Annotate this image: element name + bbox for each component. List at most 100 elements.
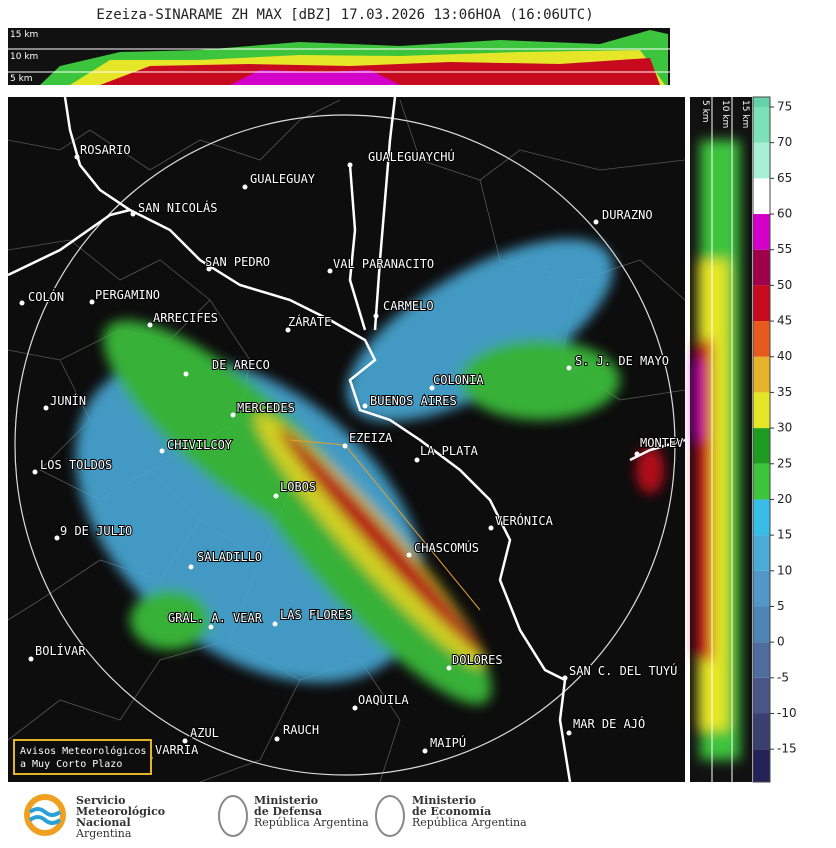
- colorbar-tick-label: -5: [777, 670, 789, 684]
- city-label: MERCEDES: [237, 401, 295, 415]
- colorbar-tick-label: 0: [777, 635, 785, 649]
- city-dot: [74, 154, 80, 160]
- city-label: ARRECIFES: [153, 311, 218, 325]
- notice-text: a Muy Corto Plazo: [20, 759, 122, 770]
- colorbar-tick-label: 40: [777, 349, 792, 363]
- city-label: AZUL: [190, 726, 219, 740]
- city-label: RAUCH: [283, 723, 319, 737]
- city-label: CHIVILCOY: [167, 438, 233, 452]
- city-dot: [242, 184, 248, 190]
- colorbar-band: [753, 713, 770, 750]
- city-label: BUENOS AIRES: [370, 394, 457, 408]
- city-dot: [406, 552, 412, 558]
- city-dot: [230, 412, 236, 418]
- colorbar-tick-label: -15: [777, 742, 797, 756]
- colorbar-tick-label: 25: [777, 456, 792, 470]
- logo-text: de Economía: [412, 805, 491, 818]
- logo-text: Nacional: [76, 816, 131, 829]
- city-dot: [272, 621, 278, 627]
- colorbar-band: [753, 677, 770, 714]
- city-label: VAL PARANACITO: [333, 257, 434, 271]
- city-dot: [147, 322, 153, 328]
- height-label: 5 km: [700, 100, 710, 123]
- logo-text: República Argentina: [412, 816, 527, 829]
- city-label: BOLÍVAR: [35, 643, 86, 658]
- city-label: MONTEV: [640, 436, 683, 450]
- colorbar-band: [753, 642, 770, 678]
- height-label: 15 km: [740, 100, 750, 128]
- colorbar-band: [753, 749, 770, 782]
- colorbar-band: [753, 570, 770, 607]
- colorbar-band: [753, 499, 770, 536]
- colorbar-band: [753, 606, 770, 643]
- city-dot: [130, 211, 136, 217]
- city-label: LA PLATA: [420, 444, 479, 458]
- city-label: SAN C. DEL TUYÚ: [569, 663, 677, 678]
- city-label: LOS TOLDOS: [40, 458, 112, 472]
- city-dot: [327, 268, 333, 274]
- colorbar-band: [753, 535, 770, 571]
- city-dot: [54, 535, 60, 541]
- city-label: EZEIZA: [349, 431, 393, 445]
- colorbar-band: [753, 97, 770, 107]
- colorbar-band: [753, 106, 770, 143]
- city-dot: [182, 738, 188, 744]
- city-dot: [89, 299, 95, 305]
- colorbar-tick-label: -10: [777, 706, 797, 720]
- colorbar-tick-label: 5: [777, 599, 785, 613]
- notice-box[interactable]: [13, 739, 152, 775]
- city-dot: [183, 371, 189, 377]
- city-label: VERÓNICA: [495, 513, 554, 528]
- city-label: VARRIA: [155, 743, 199, 757]
- city-label: 9 DE JULIO: [60, 524, 132, 538]
- city-dot: [274, 736, 280, 742]
- colorbar-tick-label: 70: [777, 135, 792, 149]
- height-label: 5 km: [10, 74, 33, 84]
- city-dot: [422, 748, 428, 754]
- city-label: LAS FLORES: [280, 608, 352, 622]
- city-label: GRAL. A. VEAR: [168, 611, 263, 625]
- colorbar: -15 -10 -5 0 5 10 15 20 25 30 35 40 45 50 55 60 65 70 75: [752, 96, 797, 783]
- cities: ROSARIO GUALEGUAYCHÚ GUALEGUAY SAN NICOLÁS D…: [19, 142, 684, 761]
- logo-text: Servicio: [76, 794, 126, 807]
- city-label: COLONIA: [433, 373, 484, 387]
- city-dot: [28, 656, 34, 662]
- city-label: ZÁRATE: [288, 314, 331, 329]
- city-dot: [32, 469, 38, 475]
- colorbar-frame: [752, 96, 771, 783]
- logo-text: de Defensa: [254, 805, 322, 818]
- city-dot: [566, 730, 572, 736]
- colorbar-band: [753, 142, 770, 179]
- city-dot: [285, 327, 291, 333]
- city-label: LOBOS: [280, 480, 316, 494]
- colorbar-tick-label: 10: [777, 563, 792, 577]
- city-dot: [273, 493, 279, 499]
- colorbar-tick-label: 50: [777, 278, 792, 292]
- city-dot: [342, 443, 348, 449]
- colorbar-tick-label: 55: [777, 242, 792, 256]
- colorbar-tick-label: 45: [777, 314, 792, 328]
- colorbar-band: [753, 214, 770, 250]
- city-label: COLÓN: [28, 289, 64, 304]
- map-layer: ROSARIO GUALEGUAYCHÚ GUALEGUAY SAN NICOLÁS D…: [8, 97, 685, 782]
- logo-smn: [24, 794, 66, 836]
- colorbar-tick-label: 75: [777, 99, 792, 113]
- height-label: 10 km: [720, 100, 730, 128]
- colorbar-tick-label: 20: [777, 492, 792, 506]
- city-dot: [429, 385, 435, 391]
- rivers: [8, 97, 685, 782]
- colorbar-tick-label: 65: [777, 171, 792, 185]
- city-label: PERGAMINO: [95, 288, 160, 302]
- range-ring: [14, 114, 676, 776]
- city-dot: [488, 525, 494, 531]
- colorbar-band: [753, 285, 770, 322]
- logo-emblem: [218, 795, 405, 837]
- city-dot: [562, 675, 568, 681]
- city-label: DOLORES: [452, 653, 503, 667]
- city-label: CARMELO: [383, 299, 434, 313]
- logo-text: Argentina: [75, 827, 132, 840]
- title: Ezeiza-SINARAME ZH MAX [dBZ] 17.03.2026 …: [96, 7, 593, 23]
- city-label: DE ARECO: [212, 358, 270, 372]
